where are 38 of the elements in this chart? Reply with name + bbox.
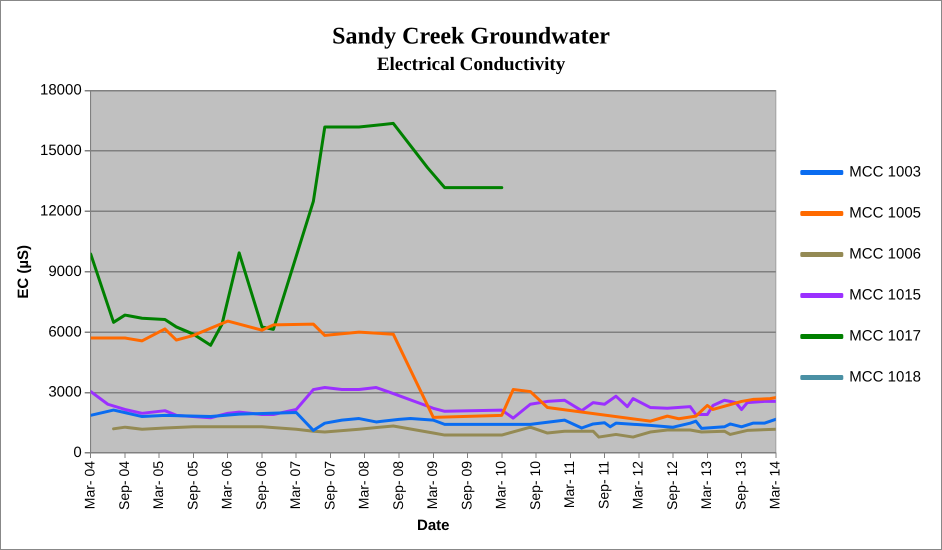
chart-subtitle: Electrical Conductivity [376,54,566,76]
x-axis-title: Date [417,517,450,534]
y-tick-label: 3000 [48,384,82,401]
chart-title: Sandy Creek Groundwater [332,24,610,50]
legend-label: MCC 1005 [849,204,922,222]
x-tick-label: Mar- 13 [698,460,714,510]
x-tick-label: Sep- 13 [732,460,748,510]
x-tick-label: Sep- 11 [595,460,612,509]
legend-label: MCC 1003 [849,164,922,181]
x-tick-label: Sep- 07 [321,460,338,510]
x-tick-label: Sep- 10 [526,460,543,510]
x-tick-label: Mar- 10 [492,460,509,510]
x-tick-label: Mar- 04 [82,460,98,510]
legend-label: MCC 1017 [849,328,922,345]
x-tick-label: Mar- 06 [218,460,235,510]
x-tick-label: Sep- 05 [184,460,200,510]
x-tick-label: Mar- 09 [424,460,440,510]
x-tick-label: Sep- 09 [458,460,474,510]
x-tick-label: Mar- 14 [766,460,783,510]
x-tick-label: Mar- 08 [356,460,372,510]
y-tick-label: 9000 [48,262,82,280]
y-tick-label: 0 [73,444,82,462]
x-tick-label: Sep- 04 [116,460,132,510]
x-tick-label: Sep- 06 [252,460,269,510]
legend-label: MCC 1015 [849,286,922,304]
y-tick-label: 12000 [40,202,82,220]
x-tick-label: Mar- 12 [630,460,646,510]
y-tick-label: 15000 [40,142,82,160]
x-tick-label: Mar- 05 [150,460,166,510]
x-tick-label: Mar- 07 [287,460,304,510]
x-tick-label: Sep- 12 [664,460,680,510]
y-axis-title: EC (µS) [15,244,32,299]
x-tick-label: Sep- 08 [390,460,406,510]
y-tick-label: 18000 [40,82,82,99]
x-tick-label: Mar- 11 [561,460,578,508]
legend-label: MCC 1018 [849,368,922,386]
legend-label: MCC 1006 [849,246,922,263]
y-tick-label: 6000 [48,323,82,340]
